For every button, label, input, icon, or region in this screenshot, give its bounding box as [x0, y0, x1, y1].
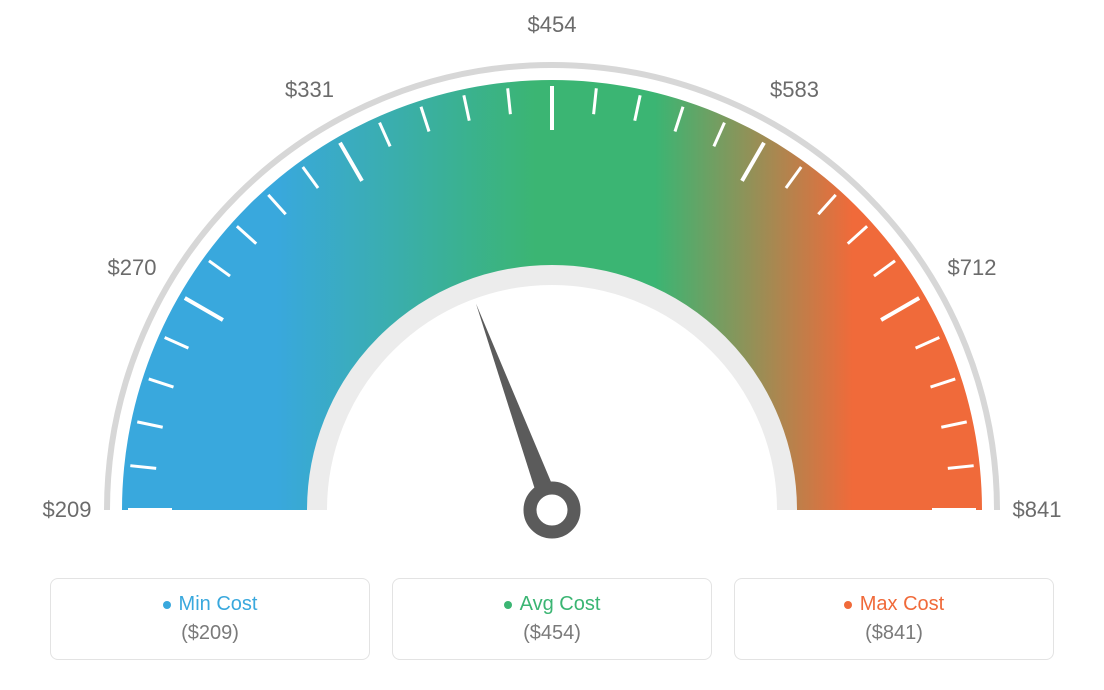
gauge-tick-label: $331	[285, 77, 334, 103]
legend-dot	[844, 601, 852, 609]
legend-dot	[163, 601, 171, 609]
legend-min-value: ($209)	[69, 622, 351, 645]
legend-avg: Avg Cost ($454)	[392, 578, 712, 660]
gauge-tick-label: $712	[948, 255, 997, 281]
gauge-tick-label: $270	[107, 255, 156, 281]
gauge-tick-label: $583	[770, 77, 819, 103]
legend-max-label: Max Cost	[844, 593, 944, 616]
legend-avg-value: ($454)	[411, 622, 693, 645]
legend-dot	[504, 601, 512, 609]
gauge-tick-label: $841	[1013, 497, 1062, 523]
cost-gauge-chart: $209$270$331$454$583$712$841	[72, 20, 1032, 565]
gauge-tick-label: $454	[528, 12, 577, 38]
legend-min: Min Cost ($209)	[50, 578, 370, 660]
legend-avg-label: Avg Cost	[504, 593, 601, 616]
legend-max: Max Cost ($841)	[734, 578, 1054, 660]
gauge-tick-label: $209	[43, 497, 92, 523]
gauge-svg	[72, 20, 1032, 560]
legend-row: Min Cost ($209) Avg Cost ($454) Max Cost…	[0, 578, 1104, 660]
legend-max-value: ($841)	[753, 622, 1035, 645]
legend-min-label: Min Cost	[163, 593, 258, 616]
